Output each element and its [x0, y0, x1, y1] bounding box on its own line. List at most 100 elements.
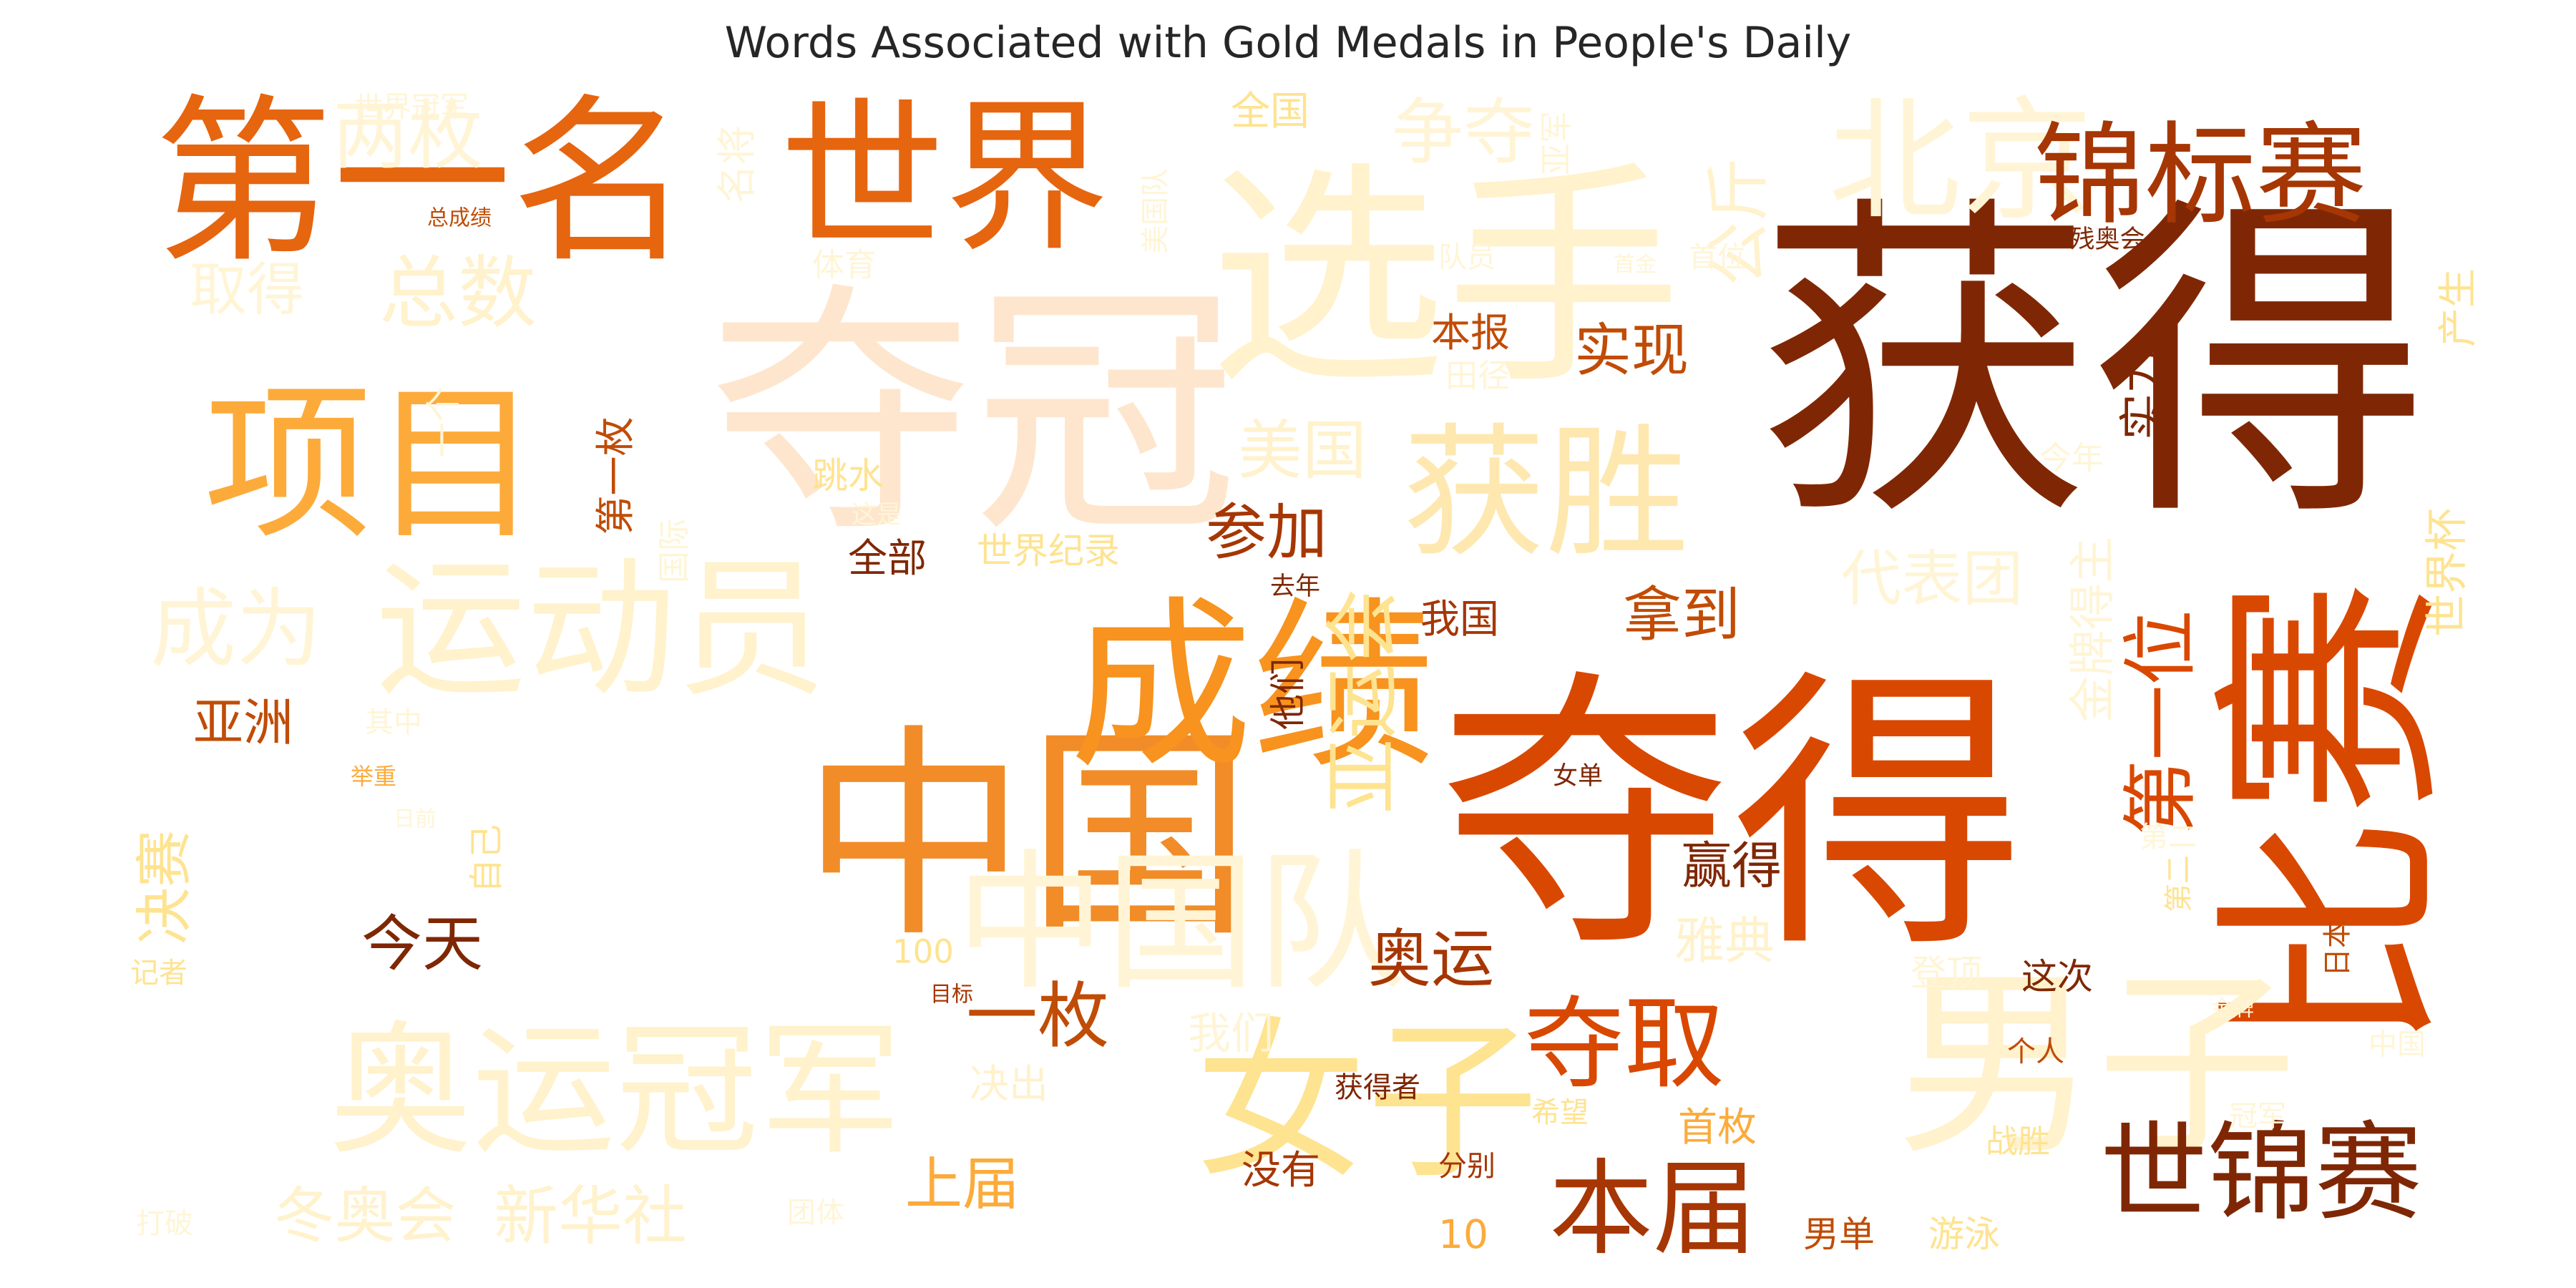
- word-66: 举重: [351, 763, 396, 790]
- word-78: 日本: [2321, 919, 2354, 977]
- word-14: 获胜: [1402, 411, 1689, 577]
- word-100: 日前: [394, 807, 436, 832]
- word-20: 夺取: [1524, 987, 1724, 1103]
- word-62: 他们: [1267, 658, 1309, 730]
- word-82: 获得者: [1335, 1071, 1420, 1104]
- word-34: 奥运: [1368, 922, 1494, 996]
- word-25: 成为: [150, 580, 322, 680]
- word-45: 金牌得主: [2067, 537, 2120, 723]
- word-8: 项目: [204, 368, 540, 563]
- word-53: 总成绩: [427, 206, 492, 231]
- word-46: 实力: [2117, 347, 2170, 440]
- word-64: 其中: [365, 706, 422, 739]
- word-59: 世界纪录: [977, 530, 1120, 572]
- word-76: 今年: [2039, 439, 2104, 477]
- word-3: 选手: [1209, 142, 1682, 416]
- word-31: 参加: [1206, 498, 1327, 569]
- word-79: 第二: [2162, 855, 2195, 912]
- word-86: 没有: [1241, 1147, 1320, 1193]
- word-87: 男单: [1803, 1214, 1875, 1255]
- word-5: 成绩: [1070, 581, 1435, 794]
- word-23: 总数: [379, 248, 537, 339]
- word-13: 锦标赛: [2034, 111, 2367, 240]
- word-43: 雅典: [1674, 912, 1775, 970]
- word-32: 拿到: [1623, 582, 1740, 650]
- word-7: 世界: [780, 84, 1109, 275]
- word-70: 目标: [930, 982, 973, 1008]
- word-24: 取得: [190, 257, 304, 323]
- word-28: 公斤: [1702, 157, 1777, 286]
- word-98: 中国: [2368, 1028, 2426, 1061]
- word-69: 100: [892, 933, 954, 971]
- word-67: 记者: [130, 957, 187, 990]
- word-52: 世界冠军: [354, 91, 469, 124]
- word-51: 全国: [1231, 88, 1309, 134]
- word-26: 亚运会: [1319, 588, 1407, 814]
- word-84: 首枚: [1678, 1104, 1757, 1150]
- word-75: 残奥会: [2069, 225, 2145, 254]
- word-35: 一枚: [966, 975, 1109, 1058]
- word-1: 夺得: [1438, 645, 2025, 987]
- word-55: 一个: [423, 386, 464, 458]
- word-17: 奥运冠军: [329, 1008, 902, 1175]
- word-94: 登顶: [1911, 952, 1982, 994]
- word-6: 第一名: [154, 79, 691, 287]
- word-36: 今天: [361, 909, 483, 980]
- word-60: 我国: [1420, 596, 1499, 642]
- word-27: 争夺: [1392, 91, 1535, 175]
- chart-title: Words Associated with Gold Medals in Peo…: [724, 18, 1852, 68]
- word-97: 冠军: [2229, 1100, 2286, 1133]
- word-77: 这次: [2021, 956, 2093, 997]
- word-58: 全部: [848, 535, 927, 581]
- word-40: 新华社: [494, 1179, 687, 1254]
- word-80: 个人: [2007, 1035, 2064, 1068]
- word-85: 分别: [1438, 1150, 1496, 1183]
- word-91: 打破: [136, 1207, 193, 1240]
- word-83: 希望: [1531, 1096, 1589, 1129]
- word-49: 田径: [1445, 357, 1510, 395]
- word-10: 男子: [1896, 950, 2297, 1183]
- word-61: 去年: [1270, 572, 1320, 601]
- word-2: 夺冠: [708, 261, 1238, 569]
- word-22: 两枚: [333, 92, 483, 180]
- word-9: 比赛: [2195, 580, 2470, 1052]
- word-38: 决赛: [132, 830, 198, 945]
- word-37: 亚洲: [193, 693, 293, 752]
- word-50: 名将: [714, 125, 760, 204]
- word-39: 冬奥会: [273, 1181, 456, 1252]
- word-89: 10: [1438, 1211, 1488, 1257]
- word-11: 女子: [1195, 1002, 1538, 1202]
- word-0: 获得: [1757, 170, 2429, 561]
- word-93: 亚军: [1538, 111, 1576, 175]
- word-16: 中国队: [955, 836, 1406, 1011]
- word-96: 金牌: [2211, 997, 2254, 1022]
- word-56: 跳水: [812, 455, 884, 497]
- word-30: 美国: [1238, 414, 1367, 489]
- word-15: 运动员: [376, 542, 826, 718]
- word-47: 产生: [2435, 268, 2481, 347]
- word-99: 队员: [1438, 241, 1496, 274]
- word-19: 第一位: [2117, 610, 2205, 835]
- word-92: 美国队: [1139, 168, 1172, 254]
- word-73: 女单: [1553, 762, 1603, 791]
- word-48: 本报: [1431, 310, 1510, 356]
- word-41: 上届: [905, 1151, 1020, 1218]
- word-74: 体育: [812, 246, 877, 284]
- word-29: 实现: [1574, 318, 1689, 384]
- word-57: 这是: [852, 501, 902, 530]
- word-44: 世界杯: [2422, 508, 2472, 637]
- word-4: 中国: [801, 706, 1252, 968]
- word-68: 第二: [2140, 821, 2197, 854]
- word-33: 代表团: [1840, 545, 2023, 615]
- word-95: 首金: [1614, 253, 1657, 278]
- word-90: 团体: [787, 1196, 844, 1229]
- word-88: 游泳: [1928, 1214, 2000, 1255]
- word-54: 第一枚: [592, 416, 638, 535]
- word-18: 世锦赛: [2100, 1111, 2422, 1236]
- word-12: 北京: [1828, 84, 2093, 238]
- word-42: 赢得: [1682, 836, 1782, 895]
- word-65: 自己: [467, 824, 507, 893]
- word-101: 首位: [1689, 241, 1746, 274]
- word-71: 决出: [970, 1061, 1048, 1107]
